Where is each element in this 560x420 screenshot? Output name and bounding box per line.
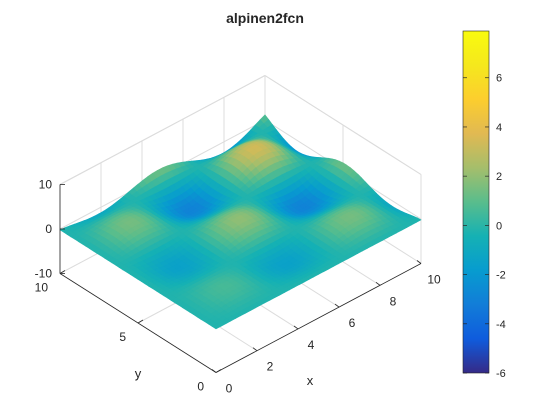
- x-tick-label: 0: [226, 382, 233, 396]
- colorbar-tick-label: 6: [496, 73, 502, 85]
- x-tick-label: 10: [427, 273, 441, 287]
- x-axis-label: x: [307, 373, 314, 388]
- z-tick-label: -10: [35, 267, 53, 281]
- x-tick-label: 2: [267, 360, 274, 374]
- colorbar-tick-label: -2: [496, 270, 506, 282]
- chart-title: alpinen2fcn: [226, 10, 304, 26]
- y-tick: [215, 369, 222, 373]
- grid-line: [59, 75, 266, 185]
- colorbar-tick-label: 0: [496, 220, 502, 232]
- colorbar: -6 -4 -2 0 2 4 6: [462, 30, 506, 380]
- y-tick-label: 10: [35, 281, 49, 295]
- colorbar-ticks: -6 -4 -2 0 2 4 6: [463, 73, 506, 380]
- surface-patch: [211, 323, 222, 330]
- x-tick: [375, 281, 381, 286]
- colorbar-tick-label: 2: [496, 171, 502, 183]
- colorbar-tick-label: 4: [496, 122, 502, 134]
- z-tick-label: 0: [45, 222, 52, 236]
- y-axis-label: y: [135, 366, 142, 381]
- z-tick-label: 10: [39, 178, 53, 192]
- x-tick: [211, 369, 217, 373]
- y-tick: [59, 270, 66, 274]
- x-tick: [416, 260, 422, 264]
- colorbar-tick-label: -4: [496, 319, 506, 331]
- x-axis-line: [215, 263, 422, 373]
- y-tick: [137, 319, 144, 324]
- y-tick-label: 0: [197, 380, 204, 394]
- x-tick-label: 8: [390, 294, 397, 308]
- x-tick-label: 6: [349, 316, 356, 330]
- colorbar-tick-label: -6: [496, 368, 506, 380]
- surface-plot: [59, 114, 422, 330]
- colorbar-gradient: [462, 30, 490, 374]
- y-tick-label: 5: [119, 330, 126, 344]
- x-tick-label: 4: [308, 338, 315, 352]
- x-tick: [334, 303, 340, 308]
- x-tick: [293, 325, 299, 330]
- x-tick: [252, 347, 258, 352]
